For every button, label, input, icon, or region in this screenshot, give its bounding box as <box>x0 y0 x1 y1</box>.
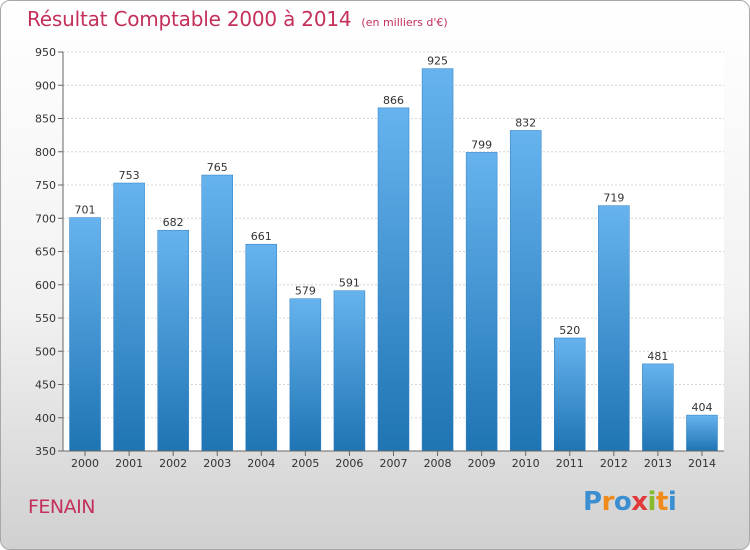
logo-letter: P <box>583 487 602 517</box>
bar-value-label: 799 <box>471 138 492 151</box>
x-tick-label: 2008 <box>424 457 452 470</box>
place-name: FENAIN <box>28 496 95 518</box>
bar-value-label: 591 <box>339 277 360 290</box>
bar-value-label: 753 <box>119 169 140 182</box>
bar-value-label: 832 <box>515 116 536 129</box>
bar-value-label: 866 <box>383 94 404 107</box>
x-tick-label: 2009 <box>468 457 496 470</box>
bars <box>69 68 718 452</box>
x-tick-label: 2007 <box>380 457 408 470</box>
y-tick-label: 850 <box>35 113 56 126</box>
chart-subtitle: (en milliers d'€) <box>361 16 448 29</box>
x-tick-label: 2003 <box>203 457 231 470</box>
x-tick-label: 2012 <box>600 457 628 470</box>
bar <box>554 337 586 452</box>
bar <box>157 229 189 452</box>
bar-value-label: 579 <box>295 285 316 298</box>
bar <box>289 298 322 452</box>
bar-value-label: 661 <box>251 230 272 243</box>
bar <box>333 290 366 452</box>
y-tick-label: 650 <box>35 246 56 259</box>
bar-value-label: 404 <box>691 401 712 414</box>
y-tick-label: 550 <box>35 312 56 325</box>
chart-title: Résultat Comptable 2000 à 2014 <box>27 7 352 31</box>
y-tick-label: 350 <box>35 445 56 458</box>
bar-value-label: 719 <box>603 192 624 205</box>
bar <box>686 414 718 452</box>
logo-letter: x <box>631 487 648 517</box>
x-tick-label: 2005 <box>291 457 319 470</box>
y-tick-label: 900 <box>35 79 56 92</box>
bar-value-label: 925 <box>427 55 448 68</box>
x-axis: 2000 2001 2002 2003 2004 2005 2006 2007 2008 2009… <box>63 450 724 470</box>
bar <box>113 182 145 452</box>
bar <box>465 152 498 452</box>
y-axis: 350 400 450 500 550 600 650 700 750 800 850 900 950 <box>35 46 64 458</box>
y-tick-label: 600 <box>35 279 56 292</box>
x-tick-label: 2011 <box>556 457 584 470</box>
y-tick-label: 950 <box>35 46 56 59</box>
bar <box>201 174 233 452</box>
bar <box>509 130 542 452</box>
bar <box>642 363 674 452</box>
bar <box>421 68 454 452</box>
bar-value-label: 701 <box>75 204 96 217</box>
bar <box>69 217 101 452</box>
bar <box>245 243 278 452</box>
x-tick-label: 2014 <box>688 457 716 470</box>
y-tick-label: 400 <box>35 412 56 425</box>
proxiti-logo: Proxiti <box>583 487 677 517</box>
y-tick-label: 700 <box>35 212 56 225</box>
chart-title-block: Résultat Comptable 2000 à 2014 (en millie… <box>27 7 448 31</box>
y-tick-label: 800 <box>35 146 56 159</box>
bar-value-label: 520 <box>559 324 580 337</box>
logo-letter: o <box>613 487 632 517</box>
logo-letter: r <box>601 487 615 517</box>
x-tick-label: 2004 <box>247 457 275 470</box>
x-tick-label: 2002 <box>159 457 187 470</box>
bar <box>598 205 630 452</box>
value-labels: 701 753 682 765 661 579 591 866 925 799 832 520 719 4… <box>75 55 713 414</box>
x-tick-label: 2006 <box>335 457 363 470</box>
bar-value-label: 682 <box>163 216 184 229</box>
logo-letter: t <box>655 487 668 517</box>
logo-letter: i <box>667 487 677 517</box>
y-tick-label: 750 <box>35 179 56 192</box>
y-tick-label: 450 <box>35 379 56 392</box>
x-tick-label: 2000 <box>71 457 99 470</box>
bar <box>377 107 410 452</box>
bar-value-label: 765 <box>207 161 228 174</box>
logo-letter: i <box>647 487 657 517</box>
x-tick-label: 2013 <box>644 457 672 470</box>
bar-value-label: 481 <box>647 350 668 363</box>
x-tick-label: 2010 <box>512 457 540 470</box>
x-tick-label: 2001 <box>115 457 143 470</box>
y-tick-label: 500 <box>35 345 56 358</box>
